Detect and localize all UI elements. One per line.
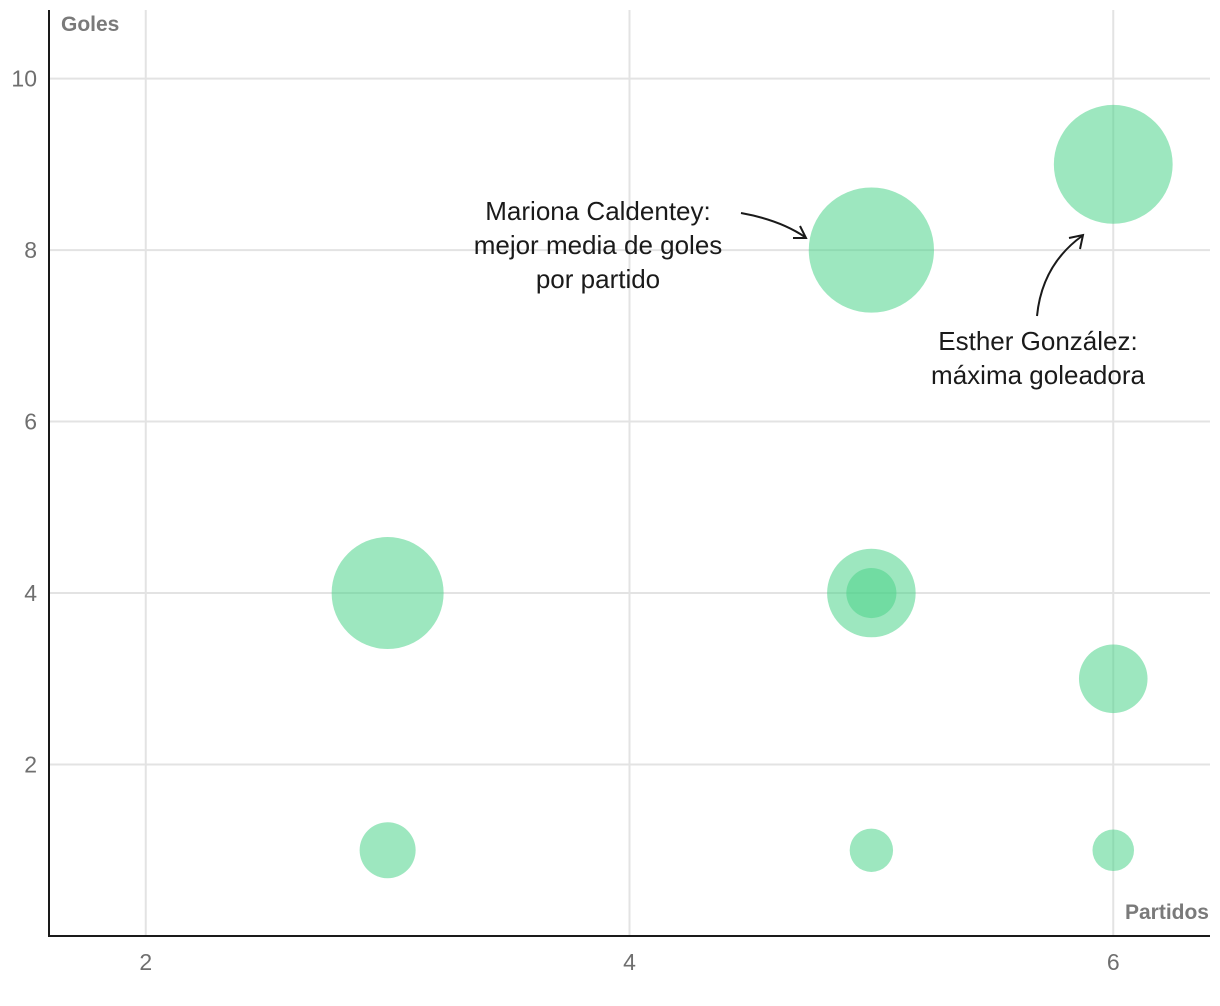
y-tick-label: 8 [24,237,37,263]
bubble-point [359,822,416,879]
x-axis-title: Partidos [1125,901,1209,924]
bubble-point [331,537,444,650]
grid [49,10,1210,936]
bubble-point [808,187,934,313]
y-tick-label: 10 [11,66,37,92]
annotation-esther-line-2: máxima goleadora [931,360,1145,390]
bubbles [331,104,1173,879]
annotation-esther-line-1: Esther González: [938,326,1137,356]
annotation-mariona-line-1: Mariona Caldentey: [485,196,710,226]
annotation-mariona-arrowhead [793,225,808,239]
bubble-point [1078,644,1148,714]
annotation-mariona-line-3: por partido [536,264,660,294]
x-tick-label: 2 [139,949,152,975]
bubble-point [1092,829,1135,872]
x-tick-label: 4 [623,949,636,975]
annotation-esther: Esther González: máxima goleadora [931,233,1145,390]
bubble-point [849,828,894,872]
y-tick-label: 4 [24,580,37,606]
y-axis-title: Goles [61,13,119,36]
axes [48,10,1210,937]
bubble-point [1053,104,1173,224]
x-tick-label: 6 [1107,949,1120,975]
y-tick-label: 6 [24,409,37,435]
tick-labels: 2 4 6 2 4 6 8 10 [11,66,1119,975]
bubble-point [846,567,897,619]
annotation-mariona-line-2: mejor media de goles [474,230,723,260]
annotation-esther-arrow [1036,235,1083,317]
annotation-mariona-arrow [740,212,806,238]
y-tick-label: 2 [24,752,37,778]
annotation-esther-arrowhead [1068,233,1085,250]
annotation-mariona: Mariona Caldentey: mejor media de goles … [474,196,808,294]
